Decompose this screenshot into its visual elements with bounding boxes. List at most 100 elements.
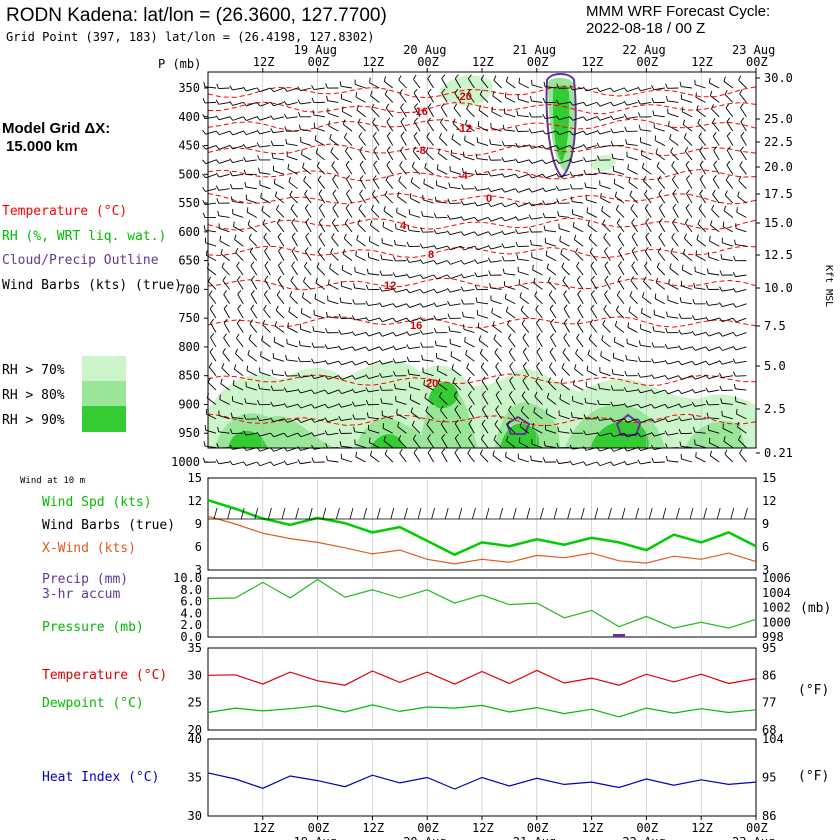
wind-barb-flag bbox=[382, 423, 385, 429]
wind-barb-flag bbox=[736, 409, 738, 415]
wind-barb-staff bbox=[426, 424, 434, 434]
wind-barb-staff bbox=[316, 166, 326, 175]
wind-barb bbox=[560, 378, 570, 391]
wind-barb bbox=[474, 185, 489, 191]
time-tick-label: 00Z bbox=[308, 821, 330, 835]
isotherm-line bbox=[207, 168, 757, 182]
wind-barb bbox=[732, 272, 747, 278]
wind-barb-staff bbox=[384, 453, 394, 463]
wind-barb-flag bbox=[610, 385, 614, 391]
wind-barb-staff bbox=[382, 303, 393, 308]
wind-barb bbox=[257, 155, 271, 161]
wind-barb bbox=[631, 246, 638, 261]
wind-barb-staff bbox=[640, 375, 652, 378]
wind-barb-flag bbox=[724, 449, 728, 455]
wind-barb bbox=[550, 318, 557, 333]
wind-barb bbox=[454, 88, 462, 103]
wind-barb-flag bbox=[678, 389, 682, 394]
wind-barb-flag bbox=[536, 362, 540, 367]
wind-barb-staff bbox=[332, 222, 339, 233]
wind-barb-staff bbox=[287, 168, 298, 175]
wind-barb-flag bbox=[284, 371, 288, 377]
wind-barb-flag bbox=[345, 160, 350, 166]
wind-barb-flag bbox=[311, 358, 315, 364]
wind-barb-flag bbox=[359, 146, 364, 151]
wind-barb bbox=[257, 383, 271, 391]
wind-barb-staff bbox=[232, 200, 244, 204]
wind-barb bbox=[393, 371, 407, 377]
wind-barb bbox=[516, 110, 529, 118]
wind-barb bbox=[691, 375, 706, 380]
wind-barb-flag bbox=[610, 432, 614, 437]
wind-barb-flag bbox=[318, 203, 323, 209]
wind-barb-flag bbox=[356, 105, 359, 111]
wind-barb-staff bbox=[600, 197, 611, 204]
wind-barb-staff bbox=[722, 332, 733, 337]
wind-barb-staff bbox=[276, 294, 285, 305]
wind-barb-flag bbox=[534, 291, 538, 297]
wind-barb bbox=[709, 90, 720, 103]
wind-barb-staff bbox=[259, 461, 271, 467]
wind-barb-flag bbox=[355, 92, 358, 98]
wind-barb bbox=[585, 381, 597, 391]
grid-spacing-label: Model Grid ΔX: bbox=[2, 120, 110, 137]
isotherm-line bbox=[207, 85, 757, 99]
wind-barb-staff bbox=[590, 265, 598, 276]
wind-barb-staff bbox=[413, 92, 421, 103]
wind-barb-flag bbox=[555, 459, 560, 464]
wind-barb bbox=[233, 221, 244, 233]
wind-barb bbox=[723, 76, 734, 89]
wind-barb-staff bbox=[518, 283, 530, 290]
wind-barb bbox=[518, 437, 530, 449]
time-tick-label: 12Z bbox=[362, 55, 384, 69]
wind-barb bbox=[474, 169, 489, 176]
left-tick-label: 30 bbox=[188, 668, 202, 682]
heat-index-unit-f: (°F) bbox=[798, 769, 829, 784]
wind-barb-staff bbox=[588, 238, 598, 247]
wind-barb-flag bbox=[400, 131, 405, 137]
wind-barb bbox=[426, 420, 434, 434]
wind-barb bbox=[528, 173, 543, 179]
wind-barb-flag bbox=[641, 307, 643, 314]
wind-barb bbox=[317, 247, 326, 261]
wind-barb-flag bbox=[250, 304, 255, 310]
wind-barb-staff bbox=[545, 188, 557, 192]
wind-barb-flag bbox=[283, 113, 288, 119]
wind-barb bbox=[342, 249, 353, 261]
wind-barb-staff bbox=[626, 143, 638, 146]
wind-barb-flag bbox=[378, 332, 383, 337]
wind-barb bbox=[202, 98, 217, 104]
wind-barb bbox=[522, 362, 530, 376]
wind-barb-staff bbox=[358, 136, 366, 146]
wind-barb-staff bbox=[422, 317, 434, 322]
wind-barb-flag bbox=[448, 182, 451, 188]
wind-barb-staff bbox=[304, 194, 312, 204]
dewpoint-label: Dewpoint (°C) bbox=[42, 696, 144, 711]
wind-barb bbox=[650, 418, 665, 423]
wind-barb bbox=[501, 230, 516, 236]
wind-barb-staff bbox=[721, 402, 733, 405]
wind-barb-staff bbox=[686, 193, 693, 204]
wind-barb bbox=[256, 461, 271, 467]
wind-barb bbox=[705, 387, 720, 393]
wind-barb-staff bbox=[655, 282, 666, 290]
wind-barb-staff bbox=[286, 343, 298, 348]
wind-barb-flag bbox=[338, 402, 342, 408]
wind-barb-staff bbox=[721, 288, 733, 292]
time-tick-label: 00Z bbox=[417, 821, 439, 835]
wind-barb bbox=[733, 371, 747, 377]
wind-barb-flag bbox=[520, 305, 524, 311]
wind-barb bbox=[532, 423, 543, 434]
wind-barb-staff bbox=[345, 150, 353, 161]
wind-barb-flag bbox=[460, 286, 464, 292]
wind-barb bbox=[733, 255, 747, 262]
wind-barb bbox=[250, 261, 258, 276]
wind-barb-flag bbox=[437, 148, 441, 154]
grid-spacing-value: 15.000 km bbox=[6, 138, 78, 155]
wind-barb bbox=[312, 326, 325, 333]
wind-barb-staff bbox=[712, 136, 720, 146]
wind-barb bbox=[678, 345, 693, 351]
wind-barb bbox=[357, 118, 366, 132]
wind-barb-flag bbox=[475, 297, 478, 303]
wind-barb bbox=[569, 116, 584, 121]
